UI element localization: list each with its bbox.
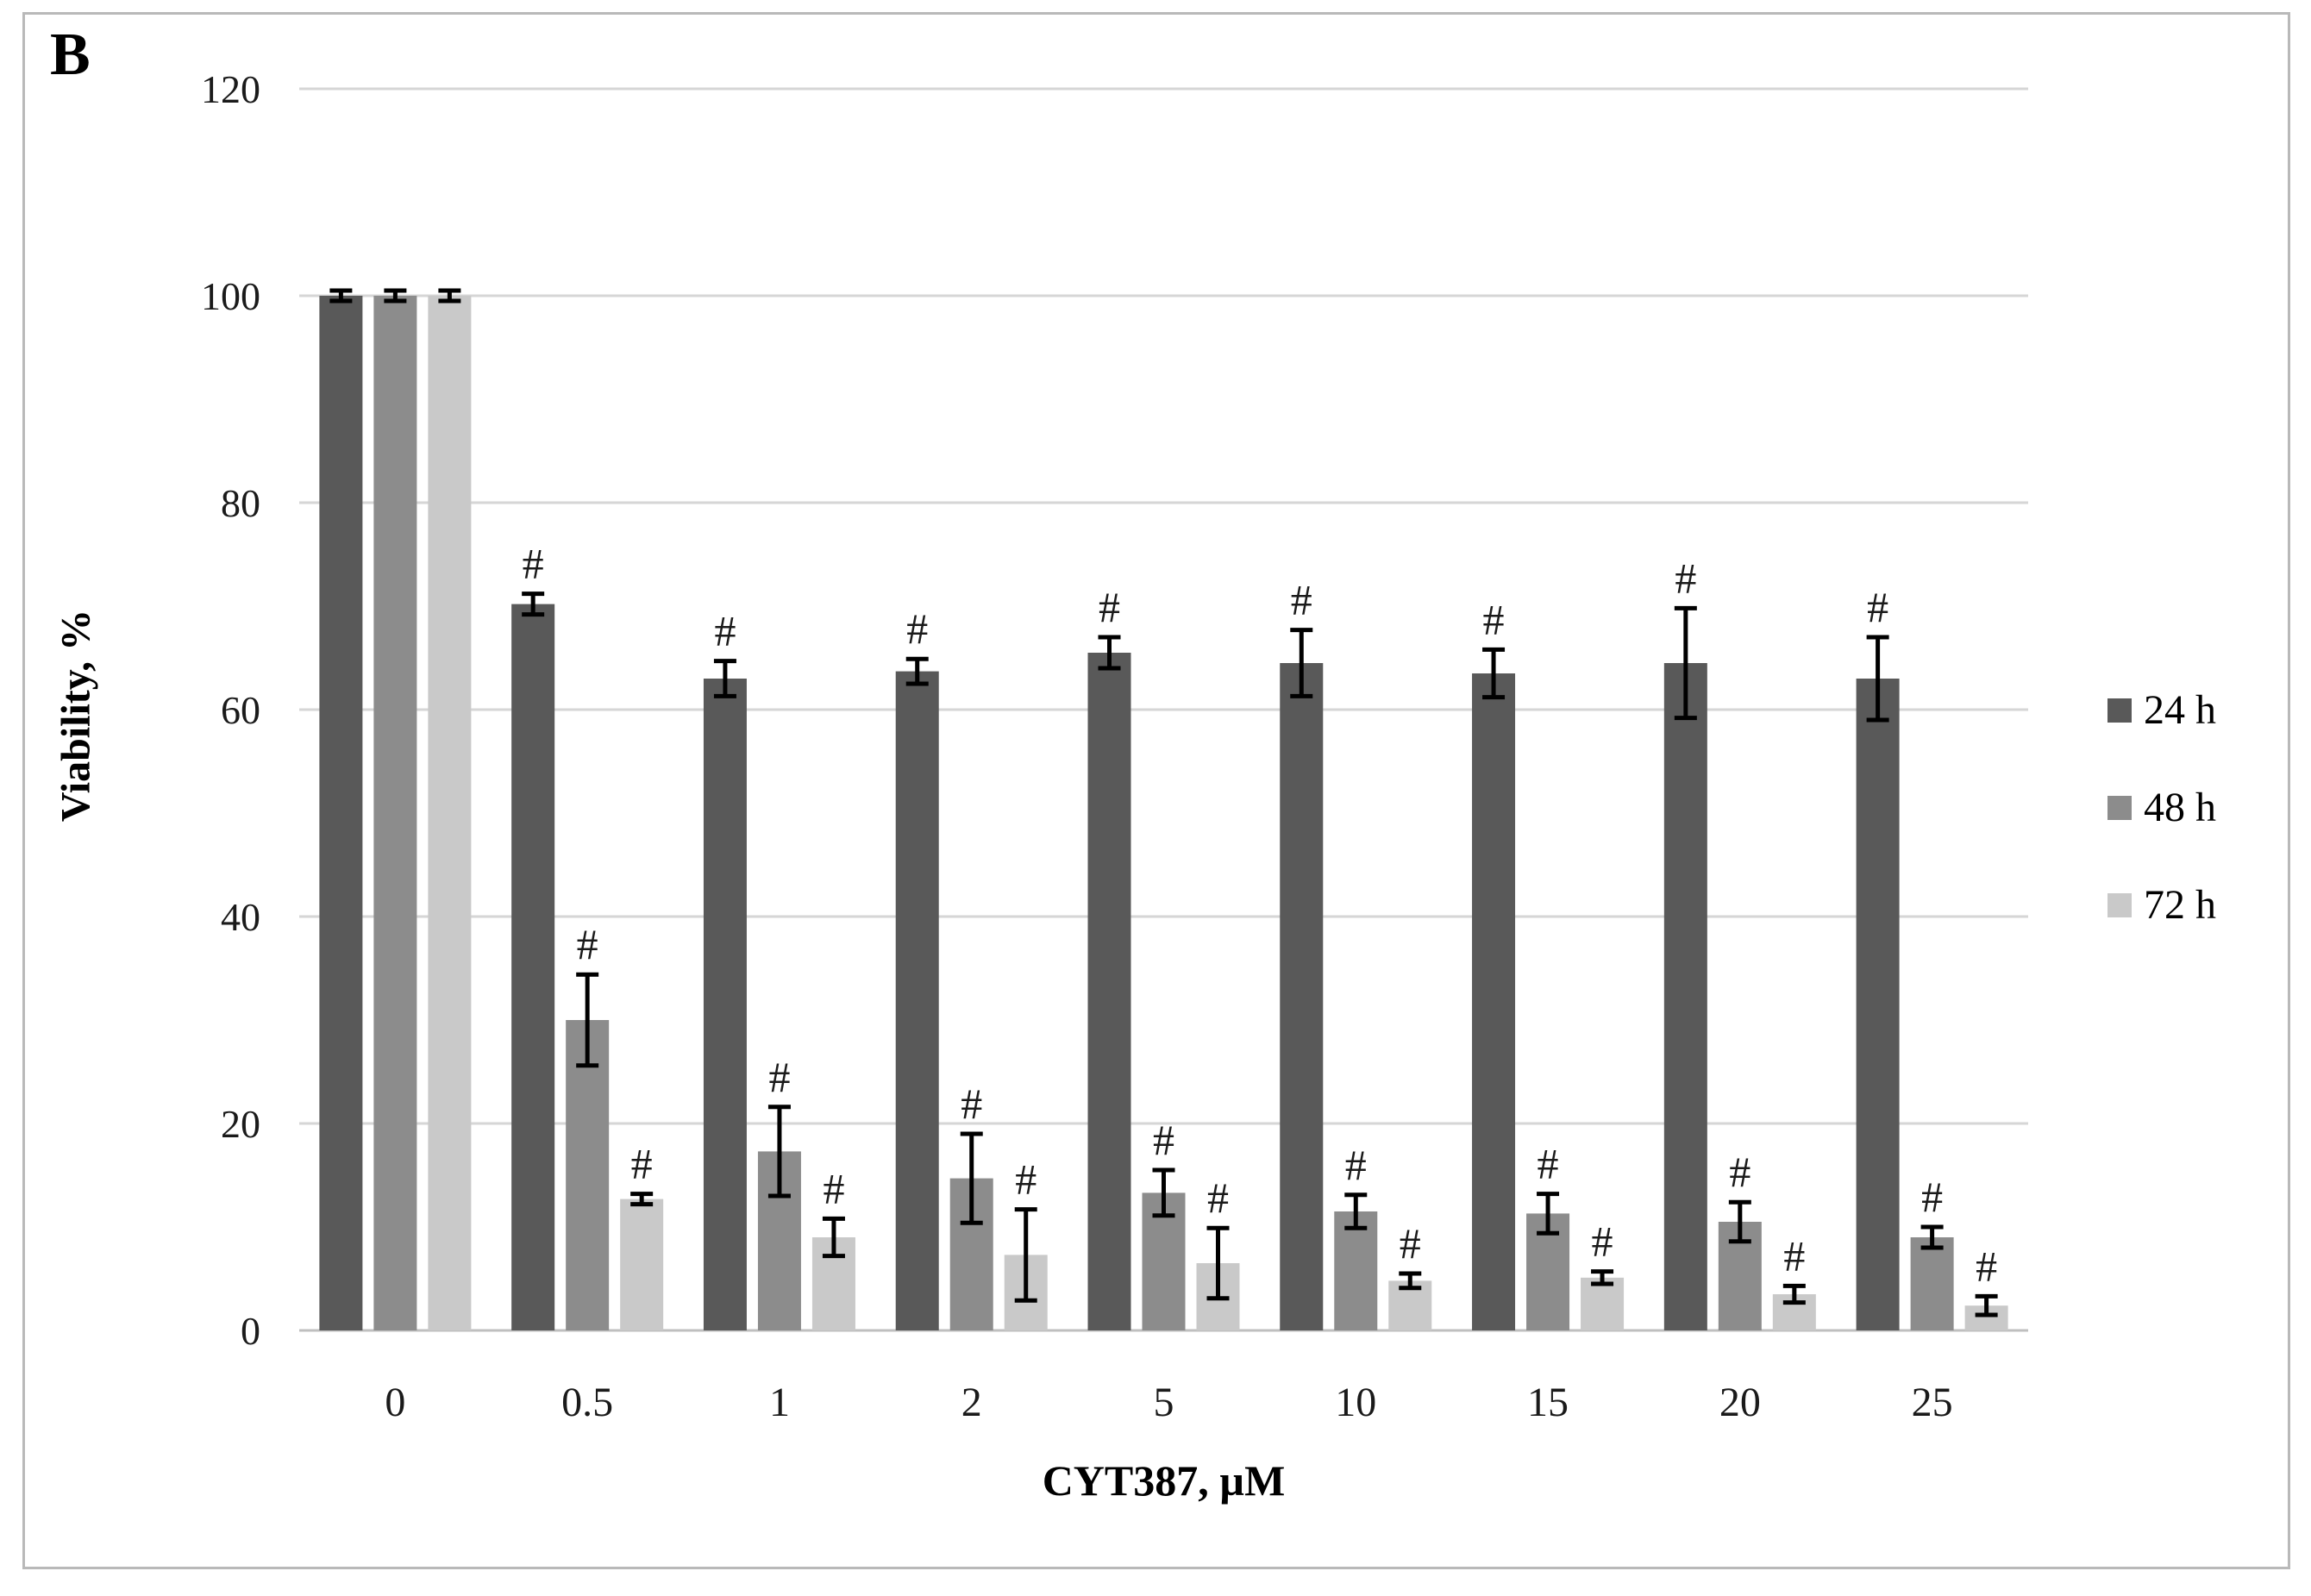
y-tick-label-60: 60 [221,688,260,732]
x-tick-label-20: 20 [1719,1380,1761,1425]
bar-24h-2 [895,671,939,1330]
legend-label-24h: 24 h [2144,687,2216,733]
significance-marker-72h-15: # [1592,1217,1613,1266]
significance-marker-48h-15: # [1538,1140,1559,1188]
bar-48h-0 [373,296,417,1330]
legend-swatch-24h-icon [2107,698,2132,723]
significance-marker-72h-2: # [1015,1155,1037,1204]
bar-72h-15 [1581,1277,1625,1330]
y-tick-label-120: 120 [201,67,260,111]
x-tick-label-15: 15 [1527,1380,1569,1425]
bar-24h-15 [1472,673,1516,1330]
legend-entry-48h: 48 h [2107,784,2216,831]
bar-24h-10 [1280,663,1324,1330]
significance-marker-24h-2: # [906,604,928,653]
chart-legend: 24 h 48 h 72 h [2107,686,2216,929]
y-tick-label-80: 80 [221,481,260,525]
significance-marker-24h-10: # [1291,576,1312,624]
significance-marker-24h-20: # [1675,554,1696,602]
legend-swatch-72h-icon [2107,892,2132,917]
x-tick-label-5: 5 [1154,1380,1174,1425]
bar-24h-0.5 [511,604,555,1330]
legend-swatch-48h-icon [2107,795,2132,820]
significance-marker-48h-0.5: # [577,920,598,968]
bar-24h-1 [703,679,747,1330]
significance-marker-72h-25: # [1976,1242,1997,1290]
bar-72h-0 [428,296,472,1330]
significance-marker-24h-0.5: # [523,540,544,588]
significance-marker-48h-1: # [768,1053,790,1101]
significance-marker-24h-15: # [1483,595,1505,643]
significance-marker-24h-5: # [1099,583,1120,631]
bar-48h-10 [1334,1211,1378,1330]
y-tick-label-40: 40 [221,895,260,939]
x-tick-label-25: 25 [1912,1380,1953,1425]
y-tick-label-0: 0 [241,1309,260,1353]
significance-marker-48h-10: # [1345,1141,1367,1189]
bar-24h-20 [1663,663,1707,1330]
legend-entry-72h: 72 h [2107,881,2216,929]
bar-24h-5 [1087,653,1131,1330]
significance-marker-24h-25: # [1867,583,1888,631]
bar-48h-0.5 [566,1020,610,1330]
y-tick-label-20: 20 [221,1102,260,1146]
significance-marker-48h-20: # [1729,1148,1750,1196]
bar-48h-25 [1910,1237,1954,1330]
x-axis-title: CYT387, µM [1042,1456,1286,1505]
x-tick-label-1: 1 [769,1380,790,1425]
bar-24h-0 [319,296,363,1330]
significance-marker-72h-20: # [1783,1231,1805,1280]
legend-entry-24h: 24 h [2107,686,2216,734]
legend-label-48h: 48 h [2144,785,2216,830]
bar-72h-0.5 [620,1199,664,1330]
significance-marker-72h-10: # [1400,1219,1421,1267]
significance-marker-48h-2: # [961,1080,982,1128]
significance-marker-72h-1: # [823,1164,844,1212]
panel-label: B [50,22,91,88]
x-tick-label-0: 0 [385,1380,405,1425]
x-tick-label-10: 10 [1335,1380,1376,1425]
significance-marker-24h-1: # [714,607,736,655]
significance-marker-72h-0.5: # [631,1140,653,1188]
bar-24h-25 [1856,679,1900,1330]
x-tick-label-2: 2 [961,1380,982,1425]
x-tick-label-0.5: 0.5 [561,1380,613,1425]
legend-label-72h: 72 h [2144,882,2216,928]
significance-marker-72h-5: # [1207,1174,1229,1222]
significance-marker-48h-25: # [1921,1173,1943,1221]
significance-marker-48h-5: # [1153,1116,1174,1164]
y-tick-label-100: 100 [201,274,260,318]
